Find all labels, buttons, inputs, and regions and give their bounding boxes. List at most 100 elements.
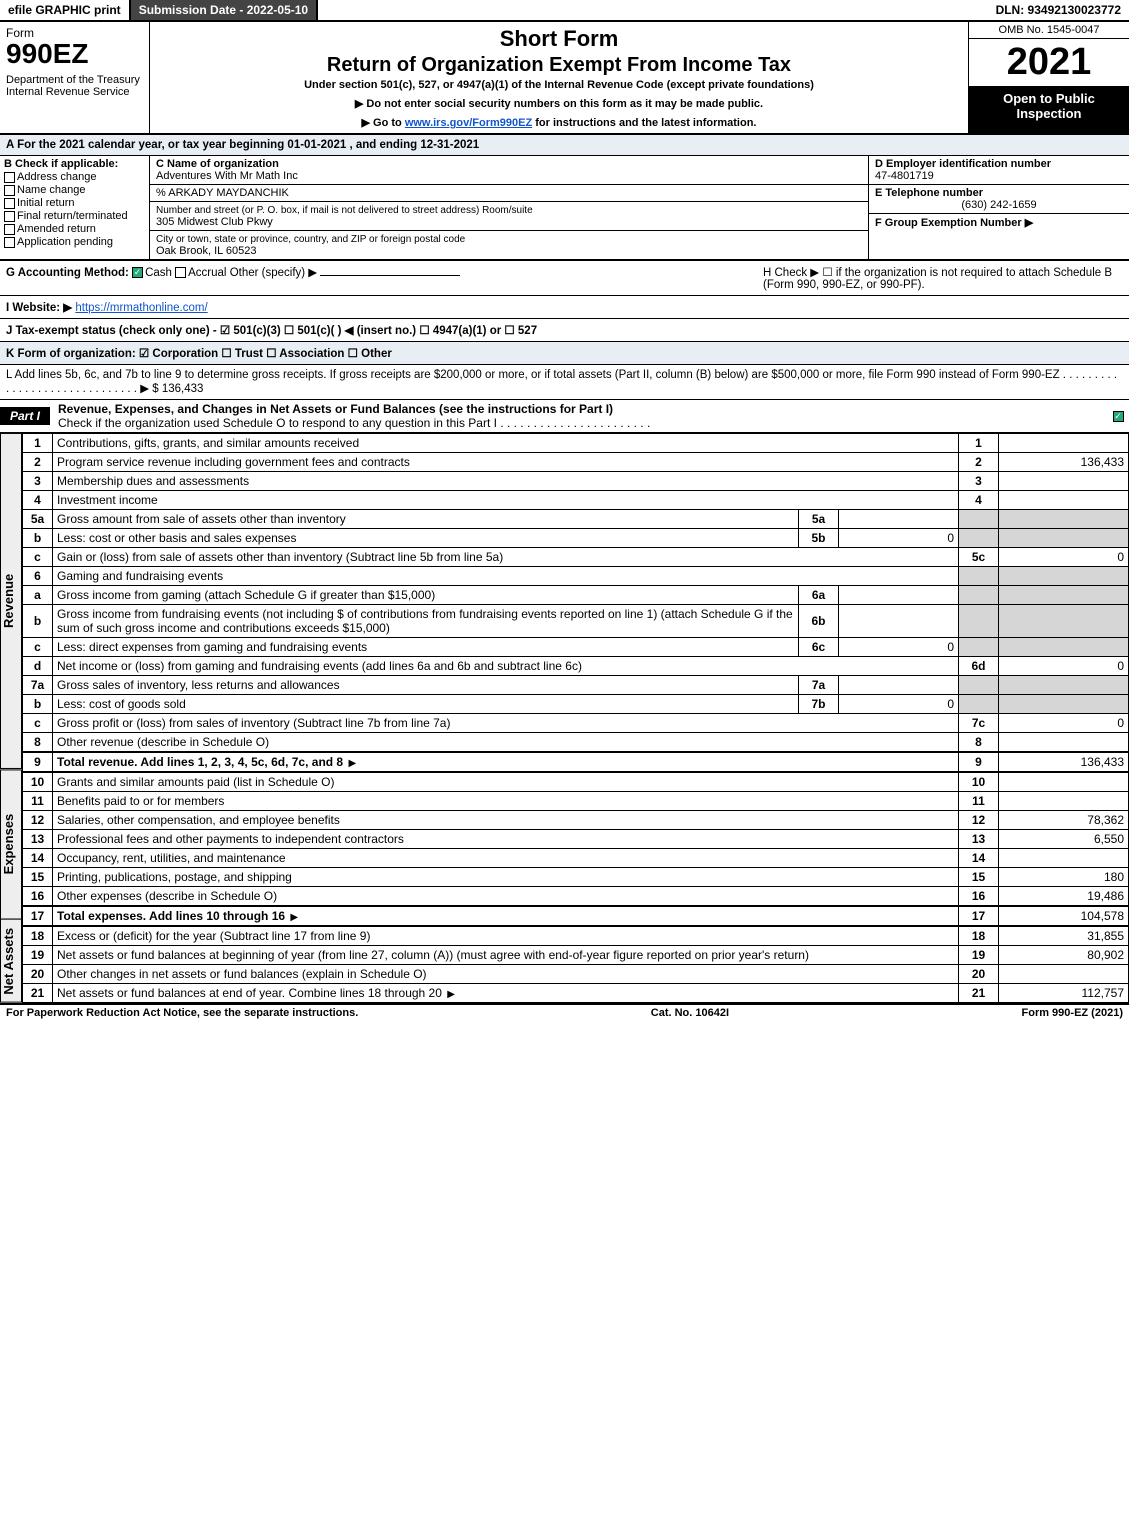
row-14: 14 Occupancy, rent, utilities, and maint…	[23, 849, 1129, 868]
chk-name-change[interactable]: Name change	[4, 184, 145, 196]
chk-amended-return[interactable]: Amended return	[4, 223, 145, 235]
part-i-tab: Part I	[0, 407, 50, 425]
c-name-label: C Name of organization	[156, 158, 279, 170]
row-6a: a Gross income from gaming (attach Sched…	[23, 586, 1129, 605]
box-d-label: D Employer identification number	[875, 158, 1123, 170]
row-11: 11 Benefits paid to or for members 11	[23, 792, 1129, 811]
row-12: 12 Salaries, other compensation, and emp…	[23, 811, 1129, 830]
lines-table: 1 Contributions, gifts, grants, and simi…	[22, 433, 1129, 1003]
line-h-text: H Check ▶ ☐ if the organization is not r…	[763, 265, 1123, 291]
row-13: 13 Professional fees and other payments …	[23, 830, 1129, 849]
website-link[interactable]: https://mrmathonline.com/	[75, 302, 207, 314]
city-label: City or town, state or province, country…	[156, 234, 465, 245]
page-footer: For Paperwork Reduction Act Notice, see …	[0, 1003, 1129, 1021]
part-i-subnote: Check if the organization used Schedule …	[58, 416, 650, 430]
row-21: 21 Net assets or fund balances at end of…	[23, 984, 1129, 1003]
line-a: A For the 2021 calendar year, or tax yea…	[0, 135, 1129, 156]
omb-number: OMB No. 1545-0047	[969, 22, 1129, 39]
line-a-text: A For the 2021 calendar year, or tax yea…	[6, 139, 479, 151]
header-left: Form 990EZ Department of the Treasury In…	[0, 22, 150, 133]
line-k: K Form of organization: ☑ Corporation ☐ …	[0, 342, 1129, 365]
side-revenue: Revenue	[0, 433, 22, 769]
org-name: Adventures With Mr Math Inc	[156, 170, 298, 182]
phone-value: (630) 242-1659	[875, 199, 1123, 211]
other-specify-label: Other (specify) ▶	[230, 267, 317, 279]
header-center: Short Form Return of Organization Exempt…	[150, 22, 969, 133]
row-17: 17 Total expenses. Add lines 10 through …	[23, 906, 1129, 926]
box-f-label: F Group Exemption Number ▶	[875, 217, 1033, 229]
note-link-pre: ▶ Go to	[362, 117, 405, 129]
row-5c: c Gain or (loss) from sale of assets oth…	[23, 548, 1129, 567]
row-7b: b Less: cost of goods sold 7b 0	[23, 695, 1129, 714]
irs-link[interactable]: www.irs.gov/Form990EZ	[405, 117, 532, 129]
chk-application-pending[interactable]: Application pending	[4, 236, 145, 248]
form-code: 990EZ	[6, 40, 143, 68]
line-i: I Website: ▶ https://mrmathonline.com/	[0, 296, 1129, 319]
row-8: 8 Other revenue (describe in Schedule O)…	[23, 733, 1129, 753]
row-5a: 5a Gross amount from sale of assets othe…	[23, 510, 1129, 529]
line-j-text: J Tax-exempt status (check only one) - ☑…	[6, 325, 537, 337]
line-j: J Tax-exempt status (check only one) - ☑…	[0, 319, 1129, 342]
care-of: % ARKADY MAYDANCHIK	[156, 187, 289, 199]
boxes-d-e-f: D Employer identification number 47-4801…	[869, 156, 1129, 259]
chk-schedule-o-part-i[interactable]	[1113, 411, 1124, 422]
row-9: 9 Total revenue. Add lines 1, 2, 3, 4, 5…	[23, 752, 1129, 772]
identity-section: B Check if applicable: Address change Na…	[0, 156, 1129, 261]
line-i-label: I Website: ▶	[6, 302, 72, 314]
row-18: 18 Excess or (deficit) for the year (Sub…	[23, 926, 1129, 946]
main-title: Return of Organization Exempt From Incom…	[156, 54, 962, 77]
row-20: 20 Other changes in net assets or fund b…	[23, 965, 1129, 984]
line-l: L Add lines 5b, 6c, and 7b to line 9 to …	[0, 365, 1129, 400]
chk-final-return[interactable]: Final return/terminated	[4, 210, 145, 222]
chk-cash[interactable]	[132, 267, 143, 278]
row-6d: d Net income or (loss) from gaming and f…	[23, 657, 1129, 676]
arrow-icon	[445, 986, 457, 1000]
accrual-label: Accrual	[188, 267, 226, 279]
box-c: C Name of organization Adventures With M…	[150, 156, 869, 259]
row-1: 1 Contributions, gifts, grants, and simi…	[23, 434, 1129, 453]
row-2: 2 Program service revenue including gove…	[23, 453, 1129, 472]
form-header: Form 990EZ Department of the Treasury In…	[0, 22, 1129, 135]
footer-right: Form 990-EZ (2021)	[1022, 1007, 1123, 1019]
side-expenses: Expenses	[0, 769, 22, 919]
box-b: B Check if applicable: Address change Na…	[0, 156, 150, 259]
arrow-icon	[288, 909, 300, 923]
short-form-title: Short Form	[156, 26, 962, 52]
row-7a: 7a Gross sales of inventory, less return…	[23, 676, 1129, 695]
header-right: OMB No. 1545-0047 2021 Open to Public In…	[969, 22, 1129, 133]
row-6c: c Less: direct expenses from gaming and …	[23, 638, 1129, 657]
row-6: 6 Gaming and fundraising events	[23, 567, 1129, 586]
row-5b: b Less: cost or other basis and sales ex…	[23, 529, 1129, 548]
line-k-text: K Form of organization: ☑ Corporation ☐ …	[6, 348, 392, 360]
row-19: 19 Net assets or fund balances at beginn…	[23, 946, 1129, 965]
part-i-header: Part I Revenue, Expenses, and Changes in…	[0, 400, 1129, 433]
submission-date-label: Submission Date - 2022-05-10	[131, 0, 318, 20]
chk-initial-return[interactable]: Initial return	[4, 197, 145, 209]
box-e-label: E Telephone number	[875, 187, 1123, 199]
street-label: Number and street (or P. O. box, if mail…	[156, 205, 533, 216]
line-g-h: G Accounting Method: Cash Accrual Other …	[0, 261, 1129, 296]
row-3: 3 Membership dues and assessments 3	[23, 472, 1129, 491]
street-value: 305 Midwest Club Pkwy	[156, 216, 273, 228]
row-16: 16 Other expenses (describe in Schedule …	[23, 887, 1129, 907]
arrow-icon	[346, 755, 358, 769]
row-6b: b Gross income from fundraising events (…	[23, 605, 1129, 638]
part-i-title: Revenue, Expenses, and Changes in Net As…	[58, 402, 613, 416]
city-value: Oak Brook, IL 60523	[156, 245, 257, 257]
cash-label: Cash	[145, 267, 172, 279]
top-bar: efile GRAPHIC print Submission Date - 20…	[0, 0, 1129, 22]
row-7c: c Gross profit or (loss) from sales of i…	[23, 714, 1129, 733]
chk-accrual[interactable]	[175, 267, 186, 278]
row-4: 4 Investment income 4	[23, 491, 1129, 510]
footer-left: For Paperwork Reduction Act Notice, see …	[6, 1007, 358, 1019]
note-ssn: ▶ Do not enter social security numbers o…	[156, 97, 962, 110]
line-l-value: 136,433	[162, 383, 204, 395]
efile-print-label[interactable]: efile GRAPHIC print	[0, 0, 131, 20]
row-10: 10 Grants and similar amounts paid (list…	[23, 772, 1129, 792]
department-label: Department of the Treasury Internal Reve…	[6, 74, 143, 98]
note-link: ▶ Go to www.irs.gov/Form990EZ for instru…	[156, 116, 962, 129]
chk-address-change[interactable]: Address change	[4, 171, 145, 183]
line-g-label: G Accounting Method:	[6, 267, 129, 279]
row-15: 15 Printing, publications, postage, and …	[23, 868, 1129, 887]
footer-mid: Cat. No. 10642I	[651, 1007, 729, 1019]
